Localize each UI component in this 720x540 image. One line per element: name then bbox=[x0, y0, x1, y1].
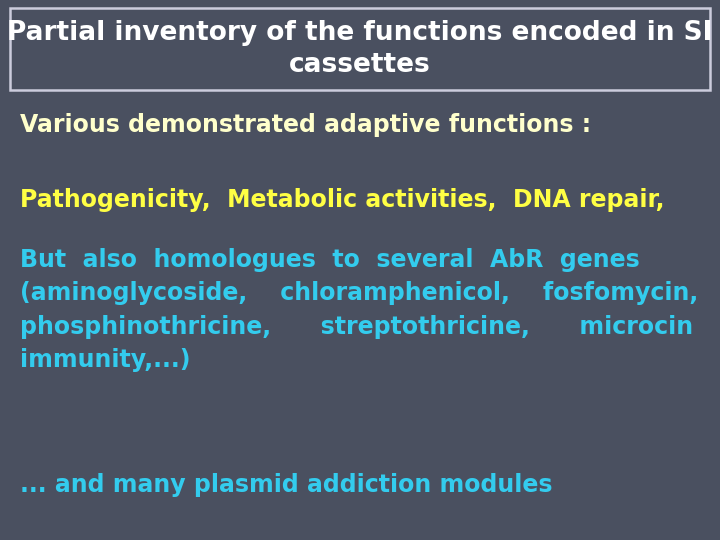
Text: Partial inventory of the functions encoded in SI
cassettes: Partial inventory of the functions encod… bbox=[7, 19, 713, 78]
Text: Pathogenicity,  Metabolic activities,  DNA repair,: Pathogenicity, Metabolic activities, DNA… bbox=[20, 188, 665, 212]
Text: ... and many plasmid addiction modules: ... and many plasmid addiction modules bbox=[20, 473, 552, 497]
FancyBboxPatch shape bbox=[10, 8, 710, 90]
Text: But  also  homologues  to  several  AbR  genes
(aminoglycoside,    chloramphenic: But also homologues to several AbR genes… bbox=[20, 248, 698, 372]
Text: Various demonstrated adaptive functions :: Various demonstrated adaptive functions … bbox=[20, 113, 591, 137]
